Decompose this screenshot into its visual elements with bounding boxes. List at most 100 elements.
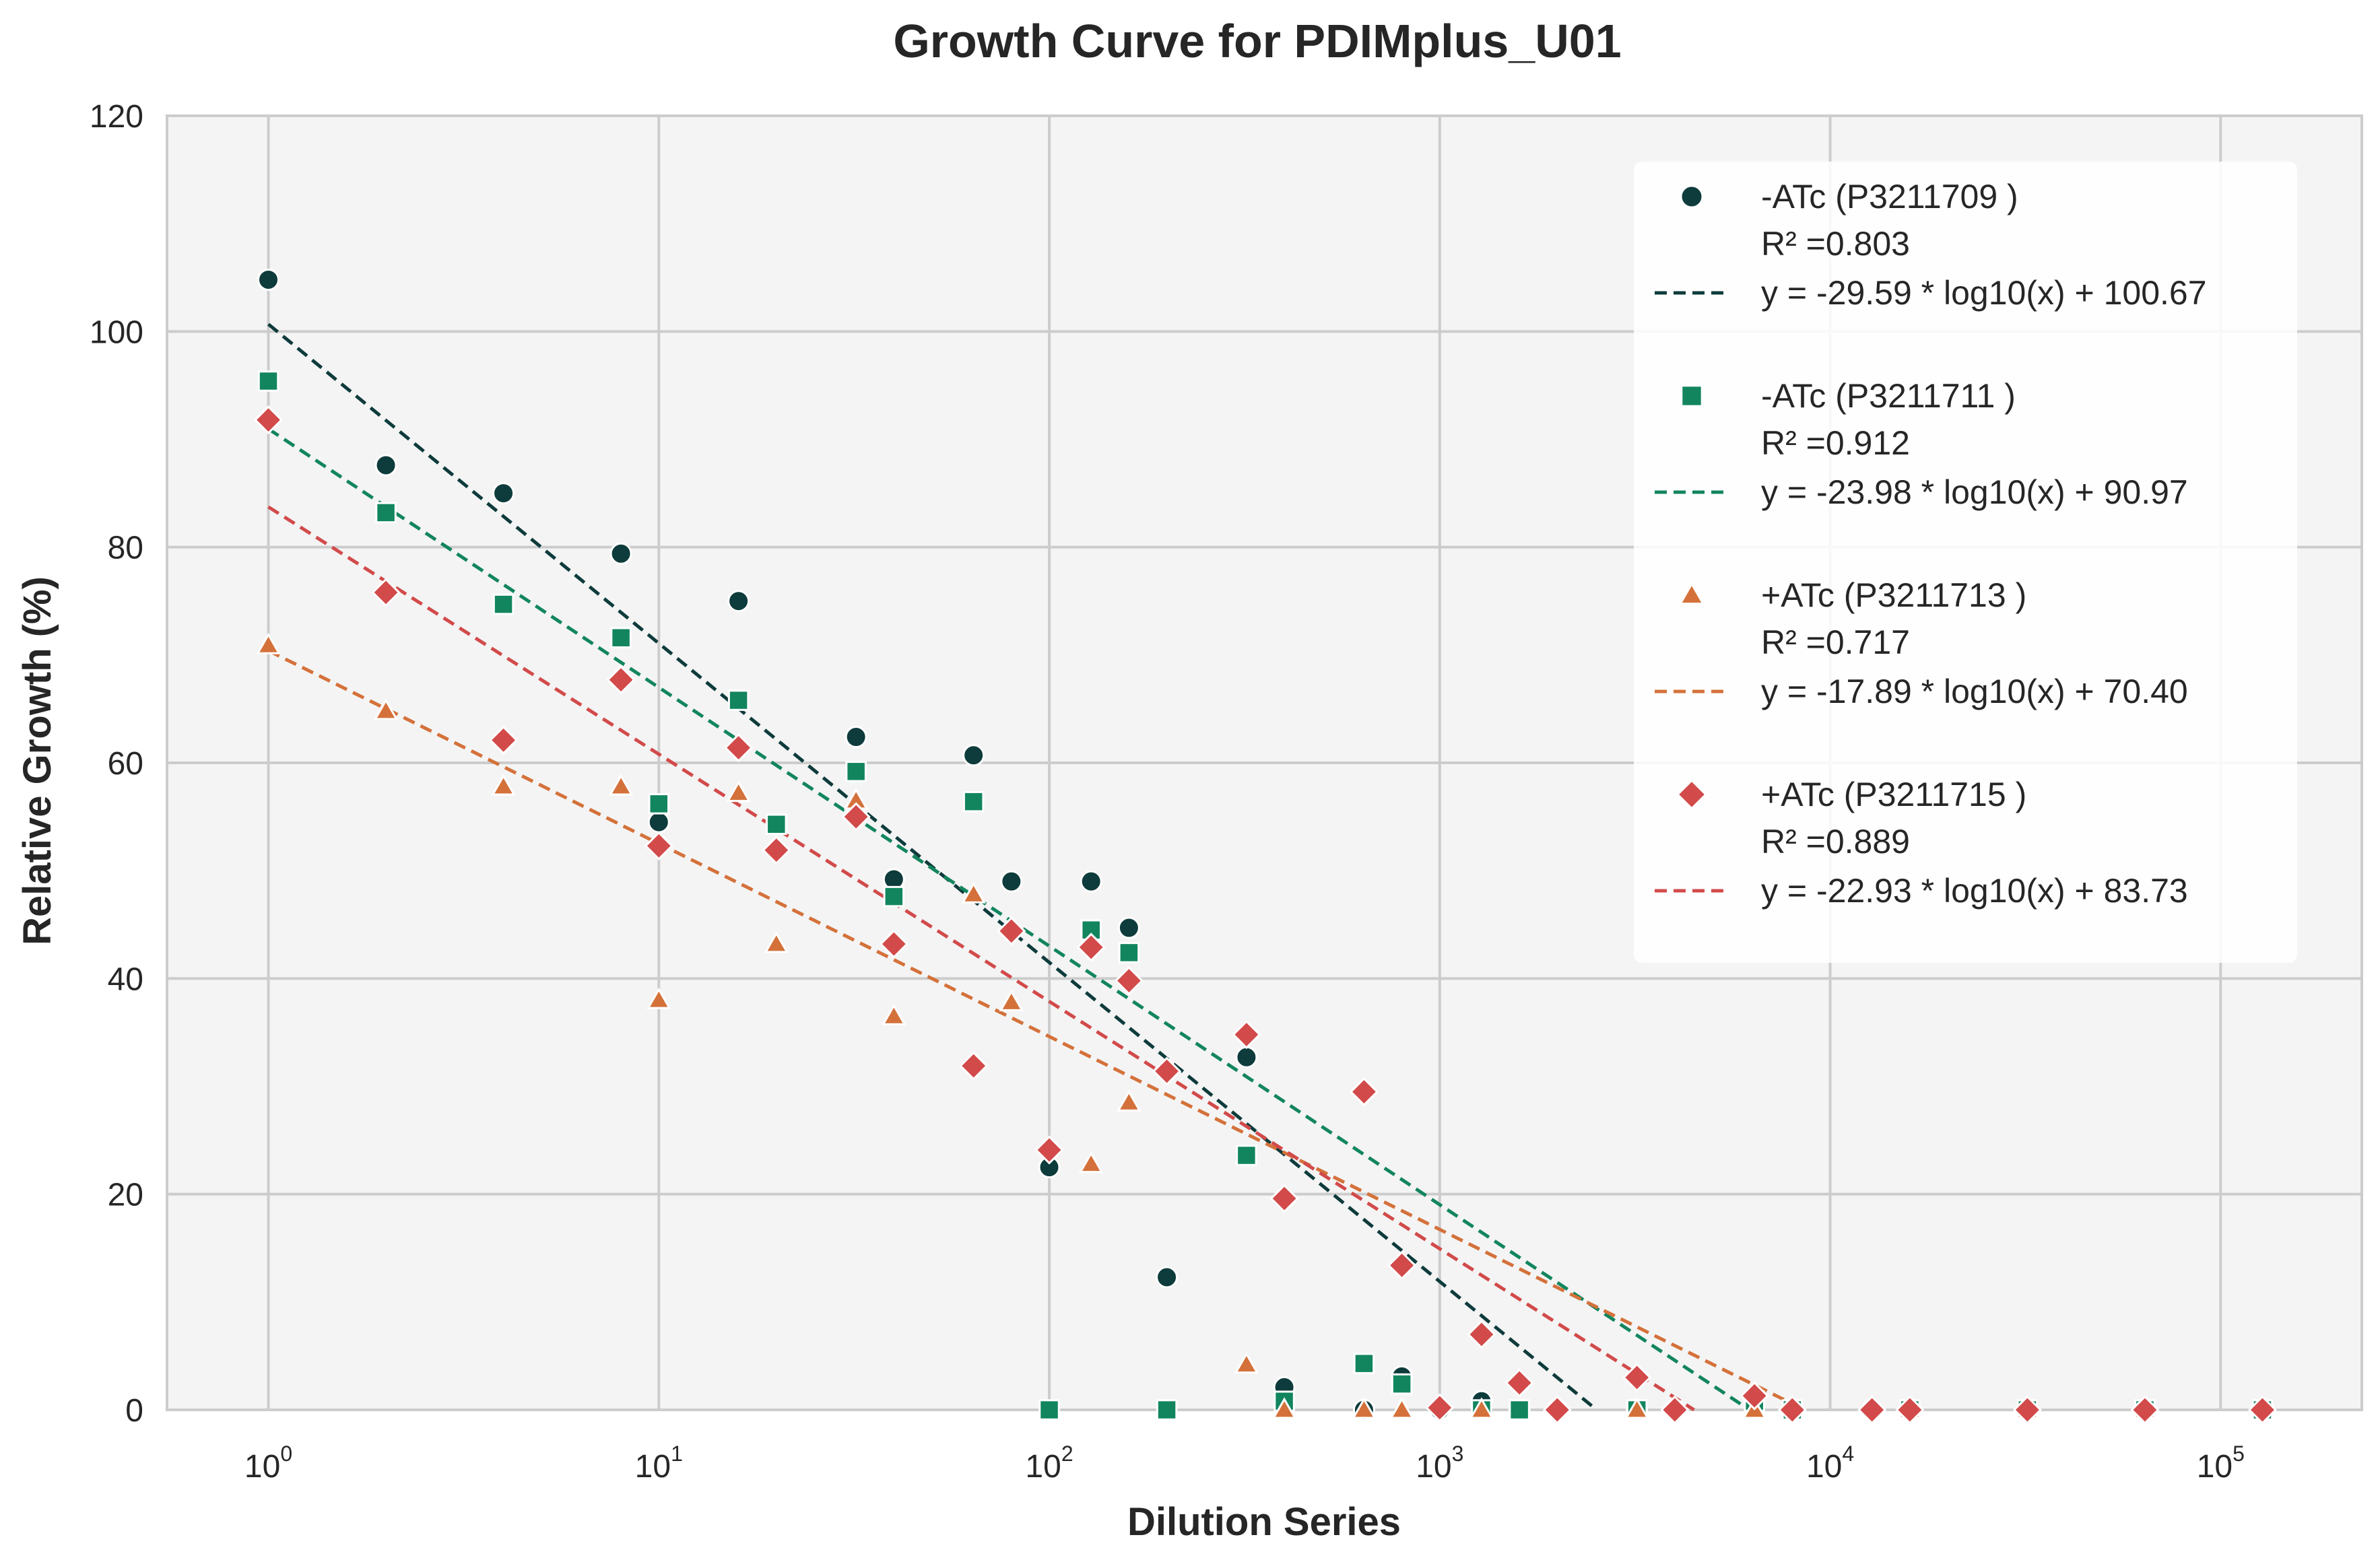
data-point: [608, 774, 634, 796]
data-point: [606, 665, 636, 695]
data-point: [1469, 1397, 1494, 1419]
data-point: [1232, 1019, 1261, 1050]
data-point: [1624, 1397, 1649, 1419]
data-point: [1740, 1381, 1769, 1411]
data-point: [1387, 1250, 1417, 1280]
data-point: [1542, 1395, 1572, 1425]
data-point: [644, 831, 673, 860]
data-point: [1156, 1266, 1179, 1289]
y-tick-label: 20: [108, 1178, 143, 1213]
data-point: [1622, 1363, 1652, 1392]
data-point: [610, 627, 632, 648]
data-point: [1391, 1373, 1413, 1395]
legend-name-series-3: +ATc (P3211713 ): [1761, 576, 2026, 614]
legend-r2-series-2: R² =0.912: [1761, 424, 1910, 462]
data-point: [959, 1051, 989, 1081]
x-tick-base: 10: [635, 1449, 671, 1485]
x-tick-base: 10: [1806, 1449, 1842, 1485]
data-point: [1076, 932, 1106, 962]
data-point: [1156, 1399, 1178, 1421]
x-axis-ticks: 100 101 102 103 104 105: [244, 1442, 2245, 1485]
data-point: [648, 793, 670, 815]
data-point: [257, 268, 280, 291]
legend-fit-series-4: y = -22.93 * log10(x) + 83.73: [1761, 872, 2188, 910]
x-tick-exponent: 4: [1842, 1442, 1854, 1466]
legend-name-series-1: -ATc (P3211709 ): [1761, 178, 2018, 215]
data-point: [845, 726, 867, 749]
data-point: [646, 987, 671, 1009]
data-point: [1114, 965, 1144, 996]
y-tick-label: 0: [125, 1393, 143, 1429]
x-tick-base: 10: [1025, 1449, 1061, 1485]
data-point: [962, 790, 985, 813]
legend-fit-series-2: y = -23.98 * log10(x) + 90.97: [1761, 473, 2188, 511]
data-point: [762, 836, 791, 865]
data-point: [2012, 1395, 2043, 1425]
data-point: [845, 761, 867, 782]
data-point: [2247, 1395, 2278, 1425]
data-point: [881, 1003, 906, 1025]
x-tick-label: 105: [2197, 1442, 2245, 1485]
data-point: [1235, 1046, 1258, 1069]
series-4-points: [253, 405, 2278, 1425]
x-tick-label: 102: [1025, 1442, 1073, 1485]
data-point: [1425, 1393, 1455, 1423]
data-point: [2130, 1395, 2160, 1425]
y-tick-label: 80: [108, 531, 143, 566]
x-axis-label: Dilution Series: [1127, 1500, 1401, 1544]
data-point: [253, 405, 284, 435]
x-tick-base: 10: [2197, 1449, 2233, 1485]
legend-marker-series-1: [1680, 184, 1704, 209]
legend-r2-series-4: R² =0.889: [1761, 823, 1910, 860]
data-point: [1078, 1151, 1104, 1174]
data-point: [375, 502, 397, 524]
legend-marker-series-4: [1676, 779, 1707, 810]
x-tick-exponent: 2: [1061, 1442, 1073, 1466]
data-point: [766, 813, 787, 836]
data-point: [609, 542, 632, 565]
data-point: [1895, 1395, 1925, 1425]
fit-line-series-4: [267, 505, 1695, 1412]
data-point: [492, 593, 515, 615]
legend-marker-series-2: [1680, 384, 1703, 407]
data-point: [1660, 1395, 1690, 1425]
x-tick-exponent: 1: [671, 1442, 683, 1466]
data-point: [1152, 1056, 1182, 1086]
data-point: [1038, 1399, 1060, 1421]
data-point: [997, 916, 1026, 946]
data-point: [726, 780, 751, 803]
data-point: [1236, 1145, 1257, 1166]
legend: -ATc (P3211709 ) R² =0.803 y = -29.59 * lo…: [1634, 162, 2297, 963]
data-point: [841, 802, 871, 832]
data-point: [727, 689, 750, 711]
data-point: [999, 989, 1024, 1011]
data-point: [764, 931, 789, 953]
data-point: [1117, 916, 1140, 939]
y-axis-label: Relative Growth (%): [15, 576, 59, 945]
data-point: [1269, 1184, 1299, 1213]
y-tick-label: 40: [108, 961, 143, 997]
y-tick-label: 100: [90, 314, 143, 350]
legend-name-series-4: +ATc (P3211715 ): [1761, 776, 2026, 813]
legend-marker-series-3: [1678, 582, 1705, 605]
data-point: [488, 725, 519, 755]
data-point: [1467, 1320, 1496, 1349]
x-tick-label: 101: [635, 1442, 683, 1485]
data-point: [374, 454, 397, 477]
data-point: [1777, 1395, 1807, 1425]
data-point: [1117, 1089, 1142, 1112]
grid-lines: [167, 114, 2362, 1411]
data-point: [1271, 1397, 1297, 1419]
data-point: [1389, 1397, 1414, 1419]
x-tick-base: 10: [1416, 1449, 1451, 1485]
chart-title: Growth Curve for PDIMplus_U01: [893, 15, 1621, 67]
data-point: [883, 885, 905, 908]
x-tick-label: 100: [244, 1442, 292, 1485]
data-point: [1505, 1368, 1534, 1398]
x-tick-exponent: 0: [280, 1442, 292, 1466]
y-tick-label: 120: [90, 99, 143, 135]
data-point: [1234, 1351, 1259, 1374]
data-point: [373, 698, 399, 720]
data-point: [1509, 1399, 1530, 1421]
